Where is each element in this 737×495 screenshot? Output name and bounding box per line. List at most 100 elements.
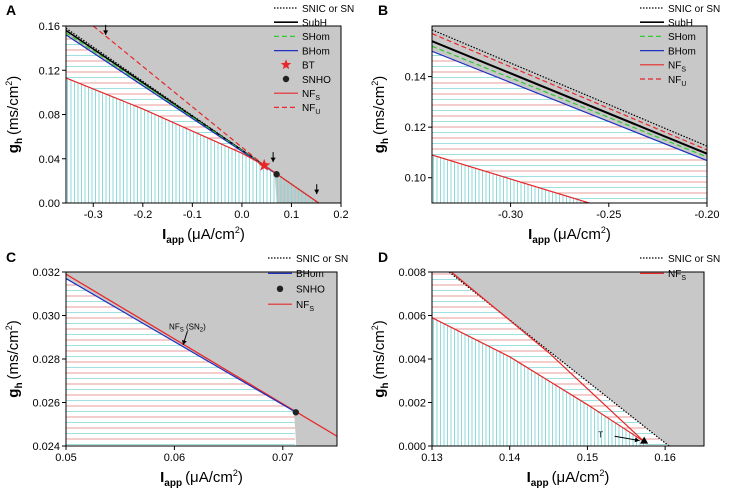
panel-letter-b: B (378, 2, 388, 18)
legend-label: SNHO (296, 285, 325, 296)
y-axis-label-b: gh (ms/cm2) (370, 76, 391, 153)
legend-label: SubH (302, 18, 327, 29)
y-tick-label-c: 0.026 (32, 398, 60, 410)
curve-nf-s (432, 154, 590, 203)
x-axis-label-sup: 2 (599, 468, 604, 478)
y-axis-label-close: ) (5, 320, 22, 325)
y-axis-label-units: (ms/cm (5, 330, 22, 379)
curve-nf-s (66, 77, 320, 203)
legend-label-main: NF (302, 103, 315, 114)
y-axis-label-sub: h (14, 138, 25, 144)
legend-label: NFS (296, 300, 314, 313)
legend-entry-snic-or-sn: SNIC or SN (640, 4, 720, 15)
y-axis-label-sup: 2 (370, 81, 380, 86)
y-axis-label-units: (ms/cm (5, 86, 22, 135)
x-tick-label-a: -0.3 (84, 209, 103, 221)
y-axis-label-c: gh (ms/cm2) (4, 320, 25, 397)
y-axis-label-sub: h (14, 382, 25, 388)
x-tick-label-c: 0.06 (164, 452, 185, 464)
legend-label-main: NF (296, 300, 309, 311)
x-tick-label-c: 0.05 (55, 452, 76, 464)
legend-label: BHom (296, 269, 324, 280)
legend-label-main: SNHO (302, 75, 331, 86)
legend-label-main: SubH (668, 18, 693, 29)
plot-inner-a (66, 26, 341, 203)
x-tick-label-d: 0.14 (499, 452, 520, 464)
legend-label-main: BHom (302, 46, 330, 57)
y-tick-label-a: 0.16 (39, 21, 60, 33)
legend-entry-bt: BT (280, 59, 315, 72)
legend-dot-icon (282, 75, 290, 83)
legend-label-main: SNIC or SN (668, 4, 720, 15)
annotation-sub: S (180, 328, 184, 334)
legend-entry-nf-s: NFS (640, 269, 686, 282)
curve-nf-s (66, 273, 337, 437)
arrow-head-a-2 (314, 189, 320, 195)
legend-label-main: BT (302, 61, 315, 72)
x-axis-label-main: I (162, 226, 166, 243)
legend-entry-nf-u: NFU (274, 103, 320, 116)
x-axis-label-sup: 2 (235, 225, 240, 235)
y-tick-label-c: 0.024 (32, 441, 60, 453)
x-tick-label-d: 0.15 (577, 452, 598, 464)
legend-label: BT (302, 61, 315, 72)
legend-entry-bhom: BHom (640, 46, 696, 57)
x-tick-label-d: 0.16 (654, 452, 675, 464)
x-axis-label-d: Iapp (μA/cm2) (527, 468, 610, 489)
x-axis-label-units: (μA/cm (187, 226, 235, 243)
x-axis-label-units: (μA/cm (552, 469, 600, 486)
curve-bhom (66, 278, 297, 413)
curve-bhom (432, 50, 707, 162)
y-axis-label-close: ) (371, 320, 388, 325)
y-tick-label-a: 0.12 (39, 65, 60, 77)
x-axis-label-close: ) (604, 469, 609, 486)
y-tick-label-d: 0.008 (398, 267, 426, 279)
legend-label-sub: S (309, 306, 314, 313)
y-axis-label-sup: 2 (4, 81, 14, 86)
legend-entry-shom: SHom (640, 32, 696, 43)
x-axis-label-sub: app (164, 478, 182, 489)
x-axis-label-main: I (527, 469, 531, 486)
stable-region-a (66, 34, 277, 203)
y-tick-label-d: 0.006 (398, 311, 426, 323)
legend-entry-nf-s: NFS (274, 89, 320, 102)
x-axis-label-sub: app (532, 235, 550, 246)
legend-label-main: NF (668, 269, 681, 280)
frame-b (431, 25, 708, 204)
curve-nf-u (432, 33, 707, 151)
legend-c: SNIC or SN BHom SNHO NFS (268, 254, 348, 313)
plot-inner-b (432, 26, 707, 203)
legend-dot-icon (276, 285, 284, 292)
arrow-head-d-0 (634, 437, 640, 443)
y-axis-label-units: (ms/cm (371, 86, 388, 135)
y-axis-label-sub: h (380, 138, 391, 144)
legend-label-sub: S (681, 275, 686, 282)
legend-entry-subh: SubH (640, 18, 693, 29)
y-tick-label-d: 0.002 (398, 398, 426, 410)
legend-label-main: NF (668, 75, 681, 86)
x-tick-label-a: 0.1 (284, 209, 299, 221)
y-axis-label-main: g (371, 389, 388, 398)
annotation-main: NF (169, 323, 180, 332)
legend-entry-subh: SubH (274, 18, 327, 29)
legend-label-sub: U (681, 81, 686, 88)
legend-label: SHom (668, 32, 696, 43)
legend-label-main: SNHO (296, 285, 325, 296)
arrow-head-a-0 (103, 30, 109, 35)
legend-label-main: SNIC or SN (302, 4, 354, 15)
panel-c: C NFS (SN2) 0.05 0.06 0.070.0240.0260.0280… (4, 249, 348, 489)
legend-star-icon (280, 59, 292, 70)
curve-subh (432, 40, 707, 155)
axes-c: 0.05 0.06 0.07 0.024 0.026 0.028 0.030 0.032 Iap… (4, 267, 294, 489)
annotation-close: ) (203, 323, 206, 332)
y-axis-label-sup: 2 (370, 325, 380, 330)
stable-region-d (432, 272, 669, 446)
legend-label: NFS (668, 61, 686, 74)
y-tick-label-c: 0.028 (32, 354, 60, 366)
y-axis-label-sub: h (380, 382, 391, 388)
annotation-sub2: 2 (200, 328, 204, 334)
x-tick-label-a: 0.2 (333, 209, 348, 221)
legend-label-sub: U (315, 109, 320, 116)
panel-letter-a: A (6, 2, 16, 18)
